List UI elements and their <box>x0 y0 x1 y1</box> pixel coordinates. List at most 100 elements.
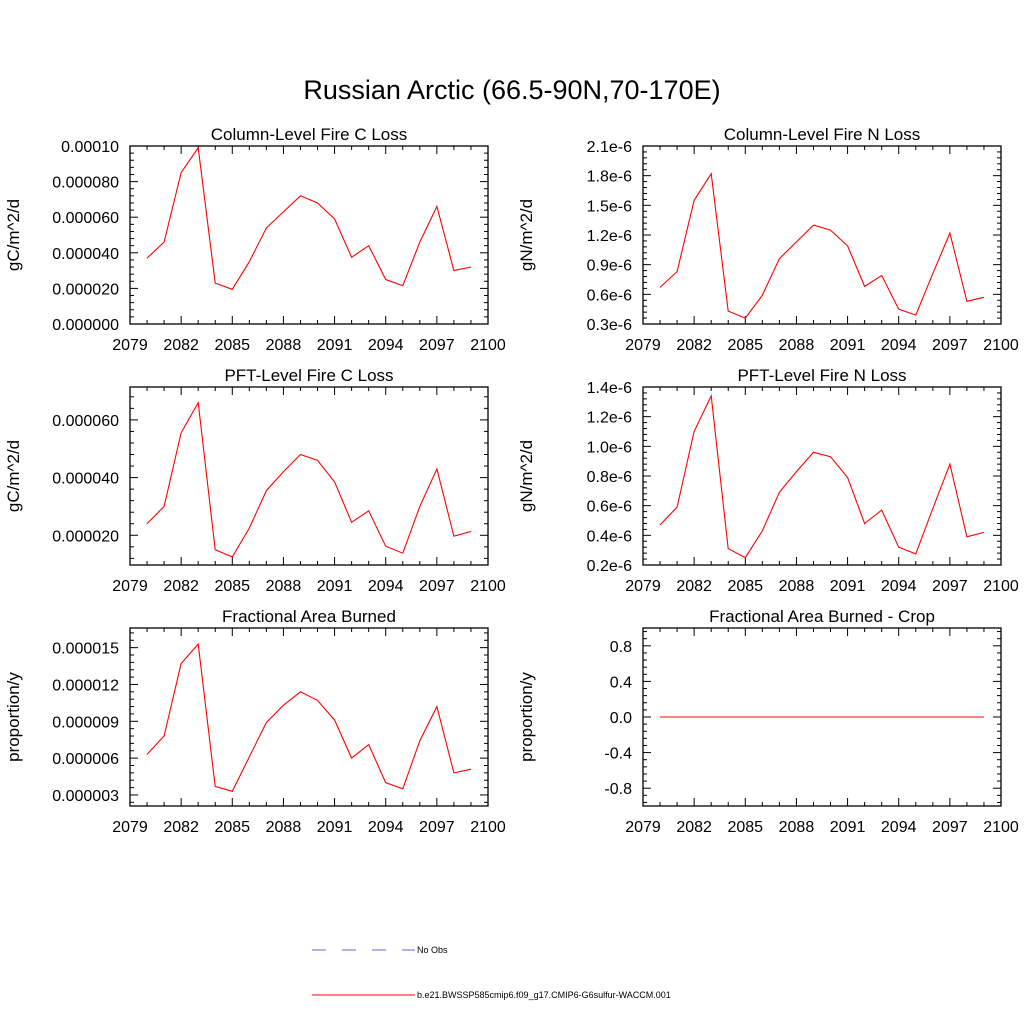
x-tick-label: 2100 <box>983 578 1019 595</box>
plot-frame <box>642 145 1002 325</box>
x-tick-label: 2097 <box>419 578 455 595</box>
y-axis-label: gC/m^2/d <box>4 440 23 512</box>
x-tick-label: 2085 <box>727 337 763 354</box>
y-tick-label: -0.4 <box>604 746 632 763</box>
plot-frame <box>129 145 489 325</box>
x-tick-label: 2079 <box>625 337 661 354</box>
x-tick-label: 2094 <box>368 578 404 595</box>
y-tick-label: 0.000003 <box>52 788 119 805</box>
y-axis-label: gN/m^2/d <box>517 199 536 271</box>
x-tick-label: 2091 <box>830 337 866 354</box>
series-line <box>146 642 472 792</box>
y-tick-label: 0.000006 <box>52 751 119 768</box>
chart-panel: 2079 2082 2085 2088 2091 2094 2097 2100 0.000020… <box>4 366 506 595</box>
series-line <box>146 400 472 558</box>
y-tick-label: 2.1e-6 <box>587 139 632 156</box>
x-tick-label: 2082 <box>676 337 712 354</box>
x-tick-label: 2079 <box>625 578 661 595</box>
x-tick-label: 2100 <box>470 578 506 595</box>
legend-run-label: b.e21.BWSSP585cmip6.f09_g17.CMIP6-G6sulf… <box>417 990 671 1000</box>
y-tick-label: 0.3e-6 <box>587 317 632 334</box>
y-tick-label: 0.000020 <box>52 281 119 298</box>
x-tick-label: 2097 <box>419 337 455 354</box>
y-tick-label: 0.000080 <box>52 175 119 192</box>
y-tick-label: 0.000015 <box>52 641 119 658</box>
legend: No Obs b.e21.BWSSP585cmip6.f09_g17.CMIP6-… <box>312 945 671 1000</box>
x-tick-label: 2091 <box>830 578 866 595</box>
y-tick-label: 0.9e-6 <box>587 258 632 275</box>
x-tick-label: 2088 <box>779 819 815 836</box>
x-tick-label: 2100 <box>983 819 1019 836</box>
y-tick-label: 0.8e-6 <box>587 469 632 486</box>
x-tick-label: 2094 <box>881 578 917 595</box>
y-tick-label: -0.8 <box>604 781 632 798</box>
y-tick-label: 0.000060 <box>52 413 119 430</box>
chart-panel: 2079 2082 2085 2088 2091 2094 2097 2100 0.2e-6 0.… <box>517 366 1019 595</box>
figure-title: Russian Arctic (66.5-90N,70-170E) <box>303 75 720 105</box>
x-tick-label: 2085 <box>214 337 250 354</box>
plot-frame <box>129 627 489 807</box>
x-tick-label: 2085 <box>214 819 250 836</box>
chart-panel: 2079 2082 2085 2088 2091 2094 2097 2100 0.3e-6 0.… <box>517 125 1019 354</box>
y-tick-label: 0.00010 <box>61 139 119 156</box>
chart-panels: 2079 2082 2085 2088 2091 2094 2097 2100 0.000000… <box>4 125 1019 836</box>
y-tick-label: 0.000060 <box>52 210 119 227</box>
y-axis-label: gC/m^2/d <box>4 199 23 271</box>
x-tick-label: 2097 <box>932 819 968 836</box>
x-tick-label: 2094 <box>881 819 917 836</box>
x-tick-label: 2100 <box>983 337 1019 354</box>
panel-title: PFT-Level Fire N Loss <box>737 366 906 385</box>
y-tick-label: 0.4e-6 <box>587 528 632 545</box>
x-tick-label: 2091 <box>317 337 353 354</box>
y-tick-label: 1.2e-6 <box>587 410 632 427</box>
panel-title: Column-Level Fire C Loss <box>211 125 408 144</box>
panel-title: PFT-Level Fire C Loss <box>224 366 393 385</box>
series-line <box>659 393 985 559</box>
x-tick-label: 2088 <box>779 578 815 595</box>
y-tick-label: 0.000040 <box>52 246 119 263</box>
y-tick-label: 0.6e-6 <box>587 499 632 516</box>
x-tick-label: 2082 <box>676 578 712 595</box>
x-tick-label: 2079 <box>112 578 148 595</box>
x-tick-label: 2091 <box>317 819 353 836</box>
x-tick-label: 2094 <box>368 337 404 354</box>
panel-title: Column-Level Fire N Loss <box>724 125 921 144</box>
plot-frame <box>129 386 489 566</box>
y-axis-label: proportion/y <box>517 672 536 762</box>
y-tick-label: 0.000009 <box>52 714 119 731</box>
y-tick-label: 0.000012 <box>52 677 119 694</box>
chart-panel: 2079 2082 2085 2088 2091 2094 2097 2100 0.000003… <box>4 607 506 836</box>
y-tick-label: 1.8e-6 <box>587 169 632 186</box>
y-tick-label: 0.000000 <box>52 317 119 334</box>
y-tick-label: 0.4 <box>610 674 632 691</box>
x-tick-label: 2079 <box>625 819 661 836</box>
x-tick-label: 2100 <box>470 819 506 836</box>
x-tick-label: 2097 <box>932 337 968 354</box>
y-axis-label: proportion/y <box>4 672 23 762</box>
x-tick-label: 2088 <box>779 337 815 354</box>
x-tick-label: 2085 <box>727 819 763 836</box>
y-axis-label: gN/m^2/d <box>517 440 536 512</box>
x-tick-label: 2082 <box>163 578 199 595</box>
y-tick-label: 0.6e-6 <box>587 287 632 304</box>
y-tick-label: 1.2e-6 <box>587 228 632 245</box>
x-tick-label: 2088 <box>266 337 302 354</box>
x-tick-label: 2091 <box>317 578 353 595</box>
x-tick-label: 2088 <box>266 819 302 836</box>
series-line <box>146 146 472 290</box>
y-tick-label: 0.000020 <box>52 528 119 545</box>
series-line <box>659 172 985 319</box>
x-tick-label: 2082 <box>163 819 199 836</box>
x-tick-label: 2091 <box>830 819 866 836</box>
y-tick-label: 1.0e-6 <box>587 439 632 456</box>
x-tick-label: 2097 <box>419 819 455 836</box>
x-tick-label: 2088 <box>266 578 302 595</box>
legend-no-obs-label: No Obs <box>417 945 448 955</box>
y-tick-label: 0.0 <box>610 710 632 727</box>
x-tick-label: 2094 <box>368 819 404 836</box>
x-tick-label: 2082 <box>163 337 199 354</box>
y-tick-label: 1.4e-6 <box>587 380 632 397</box>
panel-title: Fractional Area Burned - Crop <box>709 607 935 626</box>
x-tick-label: 2094 <box>881 337 917 354</box>
